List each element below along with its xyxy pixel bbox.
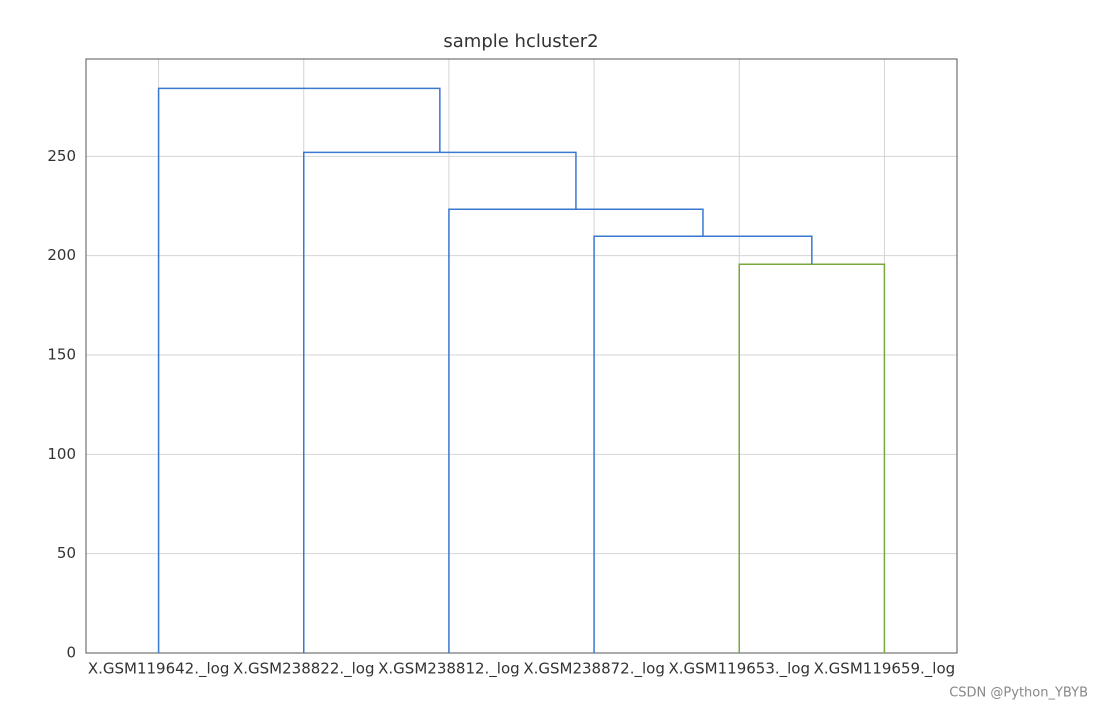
watermark: CSDN @Python_YBYB [949,686,1088,701]
dendrogram-link [738,263,886,653]
plot-frame [85,58,958,654]
x-tick-label: X.GSM238872._log [523,660,665,679]
dendrogram-link [448,208,704,653]
chart-title: sample hcluster2 [443,31,598,52]
x-tick-label: X.GSM238812._log [378,660,520,679]
x-tick-label: X.GSM119659._log [814,660,956,679]
y-tick-label: 150 [47,346,76,364]
x-tick-label: X.GSM119653._log [668,660,810,679]
y-tick-label: 100 [47,445,76,463]
dendrogram-link [157,87,441,653]
x-tick-label: X.GSM119642._log [88,660,230,679]
y-tick-label: 200 [47,246,76,264]
x-tick-label: X.GSM238822._log [233,660,375,679]
dendrogram-link [593,235,813,653]
y-tick-label: 50 [57,544,76,562]
y-tick-label: 250 [47,147,76,165]
dendrogram-link [303,151,577,653]
y-tick-label: 0 [66,644,76,662]
